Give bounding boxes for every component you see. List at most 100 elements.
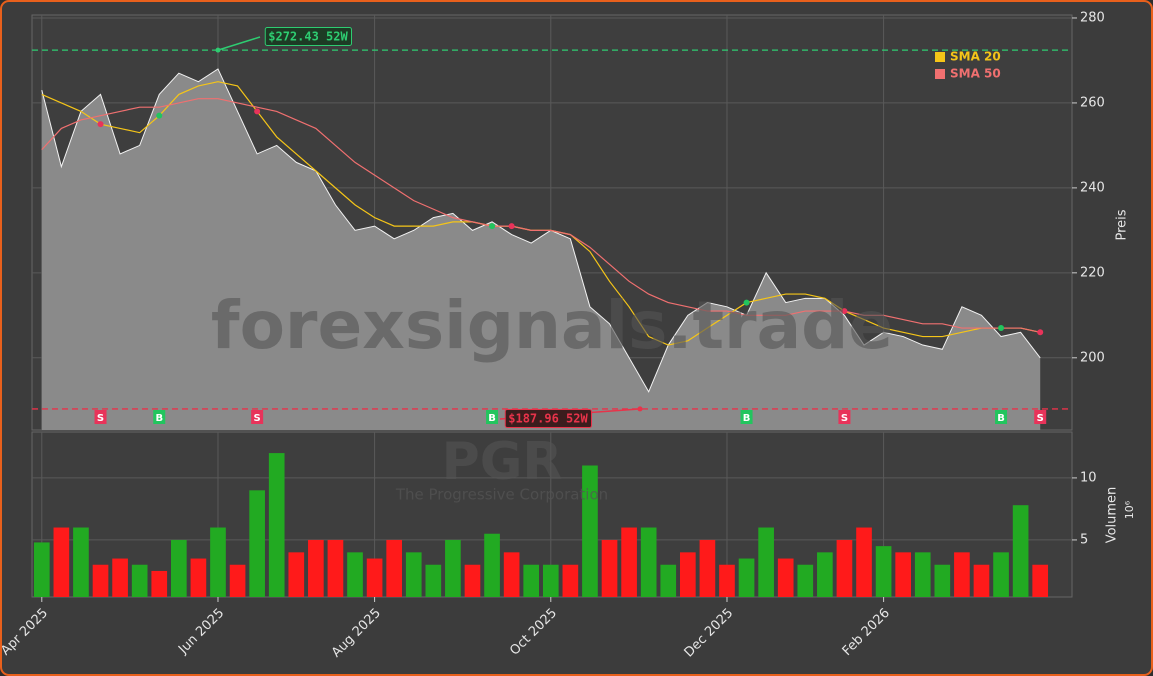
volume-bar [1032,564,1049,597]
volume-bar [954,552,970,597]
volume-bar [249,490,265,597]
signal-label: S [841,413,848,424]
signal-dot [489,223,496,230]
signal-label: B [743,413,751,424]
volume-scale-label: 10⁶ [1123,500,1136,519]
volume-bar [542,564,559,597]
volume-bar [738,558,755,597]
volume-bar [170,539,187,597]
y-tick-label: 5 [1080,532,1088,547]
company-watermark: The Progressive Corporation [395,486,608,504]
volume-bar [719,564,735,597]
volume-bar [229,564,246,597]
volume-bar [347,552,363,597]
signal-dot [97,121,104,128]
volume-bar [405,552,422,597]
volume-bar [503,552,520,597]
reference-label-box [504,409,593,428]
arrow-head [637,406,643,412]
volume-bar [33,542,50,597]
signal-label: B [155,413,163,424]
signal-dot [841,308,848,315]
y-tick-label: 280 [1080,10,1105,25]
signal-box [1034,410,1047,424]
price-area [41,68,1041,431]
signal-box [251,410,264,424]
volume-bar [308,539,324,597]
volume-bar [425,564,442,597]
volume-bar [464,564,481,597]
volume-bar [445,539,461,597]
reference-label: $272.43 52W [268,30,348,44]
signal-dot [998,325,1005,332]
volume-bar [386,539,403,597]
signal-label: S [254,413,261,424]
volume-bar [73,527,89,597]
volume-bar [92,564,109,597]
signal-label: B [997,413,1005,424]
signal-label: B [488,413,496,424]
volume-bar [973,564,990,597]
volume-bar [836,539,853,597]
volume-axis-label: Volumen [1105,487,1120,544]
watermark: forexsignals.trade [211,287,893,364]
price-line [41,68,1041,393]
volume-bar [484,533,500,597]
volume-bar [1012,505,1029,597]
volume-bar [914,552,931,597]
ticker-watermark: PGR [442,432,563,492]
volume-bar [190,558,207,597]
plot-layer: Apr 2025 Jun 2025 Aug 2025 Oct 2025 Dec 2025… [0,10,1105,660]
signal-dot [1037,329,1044,336]
arrow-head [215,47,221,53]
volume-bar [601,539,618,597]
volume-bar [582,465,598,597]
volume-bar [817,552,833,597]
signal-dot [508,223,515,230]
signal-label: S [1037,413,1044,424]
legend-label: SMA 50 [950,67,1001,81]
volume-bar [679,552,696,597]
legend-label: SMA 20 [950,50,1001,64]
volume-bar [151,570,168,597]
signal-box [838,410,851,424]
volume-bar [758,527,774,597]
signal-dot [743,299,750,306]
y-tick-label: 220 [1080,265,1105,280]
signal-box [486,410,499,424]
volume-bar [210,527,226,597]
volume-bar [699,539,716,597]
volume-bar [523,564,540,597]
volume-bar [53,527,70,597]
legend-swatch [935,52,945,62]
signal-label: S [97,413,104,424]
volume-bar [327,539,344,597]
price-axis-label: Preis [1115,209,1130,240]
signal-box [740,410,753,424]
y-tick-label: 260 [1080,95,1105,110]
signal-box [153,410,166,424]
volume-bar [640,527,657,597]
volume-bar [875,546,892,597]
volume-bar [777,558,794,597]
volume-bar [268,453,285,597]
volume-bar [856,527,872,597]
volume-bar [660,564,677,597]
y-tick-label: 200 [1080,350,1105,365]
volume-bar [112,558,128,597]
reference-arrow [217,36,261,51]
reference-label: $187.96 52W [508,412,588,426]
volume-bar [934,564,951,597]
volume-bar [366,558,383,597]
legend-swatch [935,69,945,79]
volume-bar [993,552,1009,597]
volume-bar [288,552,305,597]
y-tick-label: 240 [1080,180,1105,195]
y-tick-label: 10 [1080,470,1097,485]
signal-dot [254,108,261,115]
volume-bar [621,527,637,597]
reference-label-box [264,27,353,46]
sma-line [41,98,1041,333]
